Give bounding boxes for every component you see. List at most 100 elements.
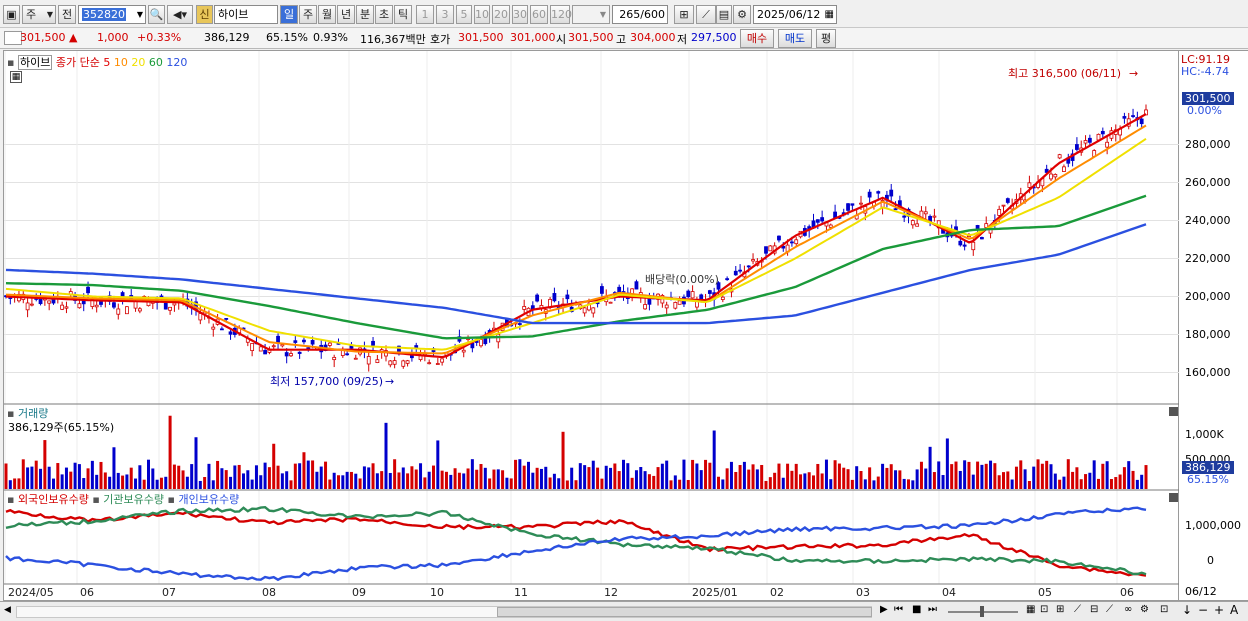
save-icon[interactable]: ▤	[716, 5, 732, 24]
search-icon[interactable]: 🔍	[148, 5, 165, 24]
period-button[interactable]: 틱	[394, 5, 412, 24]
volume-bar	[73, 462, 77, 489]
candle-body	[859, 202, 863, 205]
volume-bar	[324, 461, 328, 489]
volume-bar	[116, 472, 120, 489]
pane-close-icon[interactable]	[1169, 493, 1178, 502]
candle-body	[375, 359, 380, 363]
chart-type-icon[interactable]: ⊡	[1040, 604, 1049, 615]
interval-button[interactable]: 10	[474, 5, 490, 24]
table-icon[interactable]: ▦	[10, 71, 22, 83]
volume-bar	[591, 460, 595, 489]
interval-button[interactable]: 5	[456, 5, 472, 24]
candle-body	[915, 223, 920, 227]
period-button[interactable]: 초	[375, 5, 393, 24]
link-icon[interactable]: ∞	[1124, 604, 1133, 615]
chart-svg: 2024/05 06 07 08 09 10 11 12 2025/01 02 03 04 05 06 최…	[4, 51, 1180, 599]
candle-body	[889, 189, 894, 197]
crosshair-icon[interactable]: ⊞	[674, 5, 694, 24]
holdings-tick-1m: 1,000,000	[1185, 519, 1241, 532]
compare-button[interactable]: 전	[58, 5, 76, 24]
stock-name-field[interactable]: 하이브	[214, 5, 278, 24]
candle-body	[228, 331, 233, 335]
volume-bar	[539, 468, 543, 489]
period-button[interactable]: 주	[299, 5, 317, 24]
current-pct-label: 0.00%	[1187, 104, 1222, 117]
volume-bar	[1040, 463, 1044, 489]
scroll-right-icon[interactable]: ▶	[880, 604, 888, 615]
fast-forward-icon[interactable]: ⏭	[928, 604, 937, 615]
market-type-select[interactable]: 주 ▼	[22, 5, 56, 24]
quote-panel-handle[interactable]	[4, 31, 22, 45]
scroll-down-icon[interactable]: ↓	[1182, 603, 1193, 617]
volume-bar	[453, 468, 457, 489]
volume-bar	[691, 459, 695, 489]
tool-icon[interactable]: ⟋	[1106, 604, 1113, 615]
interval-button[interactable]: 1	[416, 5, 434, 24]
high-arrow-icon: →	[1129, 67, 1138, 80]
layout-icon[interactable]: ▦	[1026, 604, 1036, 615]
volume-bar	[527, 461, 530, 489]
period-button[interactable]: 년	[337, 5, 355, 24]
stop-icon[interactable]: ■	[912, 604, 922, 615]
volume-bar	[267, 467, 271, 489]
candle-body	[733, 270, 738, 276]
date-value: 2025/06/12	[757, 8, 821, 21]
volume-bar	[483, 467, 487, 489]
compare-icon[interactable]: ⊟	[1090, 604, 1099, 615]
period-button[interactable]: 분	[356, 5, 374, 24]
gear-icon[interactable]: ⚙	[733, 5, 751, 24]
volume-bar	[138, 465, 142, 489]
zoom-in-icon[interactable]: +	[1214, 603, 1225, 617]
zoom-slider-handle[interactable]	[980, 606, 984, 617]
volume-bar	[82, 478, 86, 489]
scroll-thumb[interactable]	[497, 607, 872, 617]
eval-button[interactable]: 평	[816, 29, 836, 48]
volume-bar	[1002, 472, 1005, 489]
date-field[interactable]: 2025/06/12 ▦	[753, 5, 837, 24]
interval-button[interactable]: 30	[512, 5, 528, 24]
candle-body	[137, 308, 142, 312]
magnet-icon[interactable]: ⊡	[1160, 604, 1169, 615]
candle-body	[820, 217, 825, 222]
draw-tool-icon[interactable]: ⟋	[696, 5, 716, 24]
font-size-icon[interactable]: A	[1230, 603, 1239, 617]
candle-body	[297, 351, 302, 354]
interval-dropdown[interactable]: ▼	[572, 5, 610, 24]
low-annotation: 최저 157,700 (09/25)	[270, 375, 383, 388]
candle-body	[332, 356, 337, 361]
scroll-track[interactable]	[16, 606, 872, 618]
buy-button[interactable]: 매수	[740, 29, 774, 48]
volume-bar	[43, 440, 47, 489]
candle-body	[902, 215, 907, 218]
volume-bar	[207, 463, 211, 489]
interval-button[interactable]: 20	[492, 5, 510, 24]
settings-icon[interactable]: ⚙	[1140, 604, 1149, 615]
count-field[interactable]: 265/600	[612, 5, 668, 24]
candle-body	[112, 302, 116, 308]
volume-bar	[108, 476, 112, 489]
rewind-icon[interactable]: ⏮	[894, 604, 903, 615]
window-menu-icon[interactable]: ▣	[3, 5, 20, 24]
chart-area[interactable]: 2024/05 06 07 08 09 10 11 12 2025/01 02 03 04 05 06 최…	[3, 50, 1180, 601]
speaker-icon[interactable]: ◀▾	[167, 5, 193, 24]
candle-body	[768, 245, 773, 252]
zoom-out-icon[interactable]: −	[1198, 603, 1209, 617]
period-button[interactable]: 월	[318, 5, 336, 24]
stock-tag[interactable]: 하이브	[17, 55, 53, 70]
period-button[interactable]: 일	[280, 5, 298, 24]
stock-code-input[interactable]: 352820 ▼	[78, 5, 146, 24]
interval-button[interactable]: 120	[550, 5, 572, 24]
volume-bar	[125, 474, 129, 489]
volume-bar	[220, 468, 224, 489]
volume-bar	[807, 472, 811, 489]
sell-button[interactable]: 매도	[778, 29, 812, 48]
volume-bar	[932, 472, 936, 489]
indicator-icon[interactable]: ⊞	[1056, 604, 1065, 615]
scroll-left-icon[interactable]: ◀	[4, 605, 11, 615]
drawing-icon[interactable]: ⟋	[1074, 604, 1081, 615]
interval-button[interactable]: 3	[436, 5, 454, 24]
volume-bars	[4, 415, 1148, 489]
interval-button[interactable]: 60	[530, 5, 548, 24]
pane-close-icon[interactable]	[1169, 407, 1178, 416]
